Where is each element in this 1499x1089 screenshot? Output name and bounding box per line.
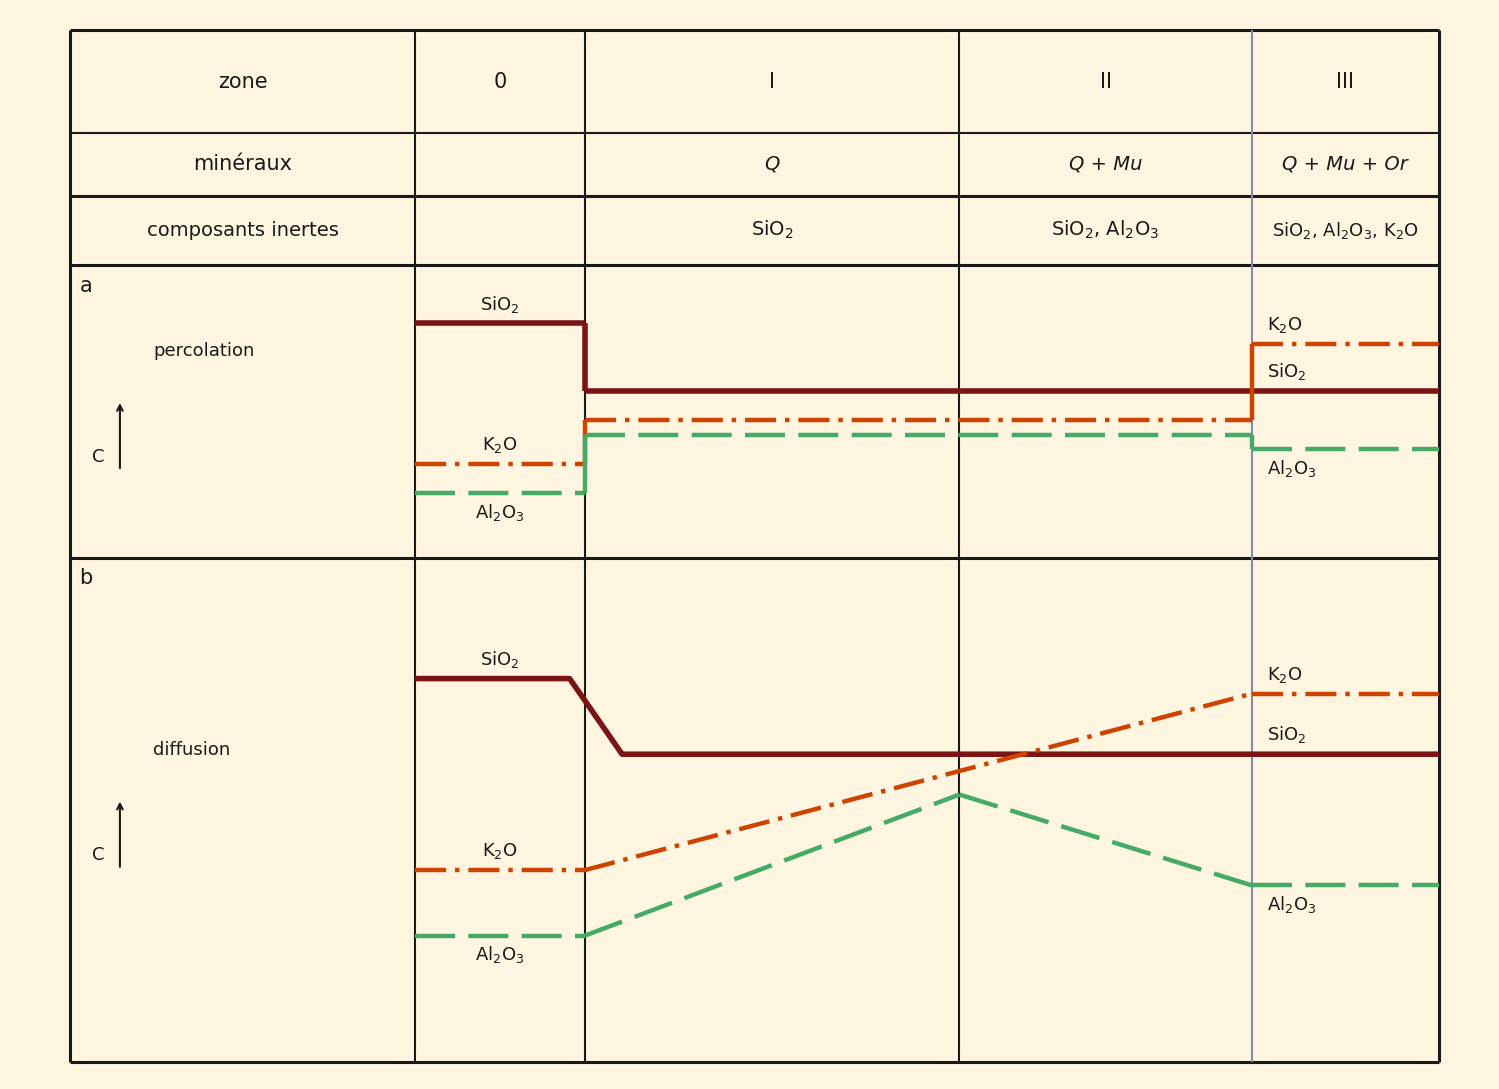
Text: Al$_2$O$_3$: Al$_2$O$_3$ (475, 502, 525, 523)
Text: Q + Mu: Q + Mu (1069, 155, 1142, 174)
Text: Q + Mu + Or: Q + Mu + Or (1283, 155, 1408, 174)
Text: SiO$_2$, Al$_2$O$_3$: SiO$_2$, Al$_2$O$_3$ (1051, 219, 1160, 242)
Text: C: C (93, 846, 105, 865)
Text: Al$_2$O$_3$: Al$_2$O$_3$ (475, 944, 525, 966)
Text: SiO$_2$, Al$_2$O$_3$, K$_2$O: SiO$_2$, Al$_2$O$_3$, K$_2$O (1273, 220, 1418, 241)
Text: K$_2$O: K$_2$O (1267, 315, 1303, 335)
Text: b: b (79, 568, 93, 588)
Text: minéraux: minéraux (193, 155, 292, 174)
Text: K$_2$O: K$_2$O (483, 436, 517, 455)
Text: SiO$_2$: SiO$_2$ (480, 649, 520, 670)
Text: SiO$_2$: SiO$_2$ (751, 219, 793, 242)
Text: K$_2$O: K$_2$O (483, 842, 517, 861)
Text: percolation: percolation (153, 342, 255, 360)
Text: II: II (1099, 72, 1112, 91)
Text: a: a (79, 276, 93, 295)
Text: Q: Q (764, 155, 779, 174)
Text: composants inertes: composants inertes (147, 221, 339, 240)
Text: Al$_2$O$_3$: Al$_2$O$_3$ (1267, 894, 1316, 915)
Text: Al$_2$O$_3$: Al$_2$O$_3$ (1267, 457, 1316, 479)
Text: 0: 0 (493, 72, 507, 91)
Text: K$_2$O: K$_2$O (1267, 665, 1303, 685)
Text: C: C (93, 448, 105, 466)
Text: SiO$_2$: SiO$_2$ (1267, 724, 1306, 746)
Text: diffusion: diffusion (153, 741, 231, 759)
Text: SiO$_2$: SiO$_2$ (480, 294, 520, 315)
Text: SiO$_2$: SiO$_2$ (1267, 360, 1306, 382)
Text: III: III (1336, 72, 1355, 91)
Text: I: I (769, 72, 775, 91)
Text: zone: zone (217, 72, 268, 91)
